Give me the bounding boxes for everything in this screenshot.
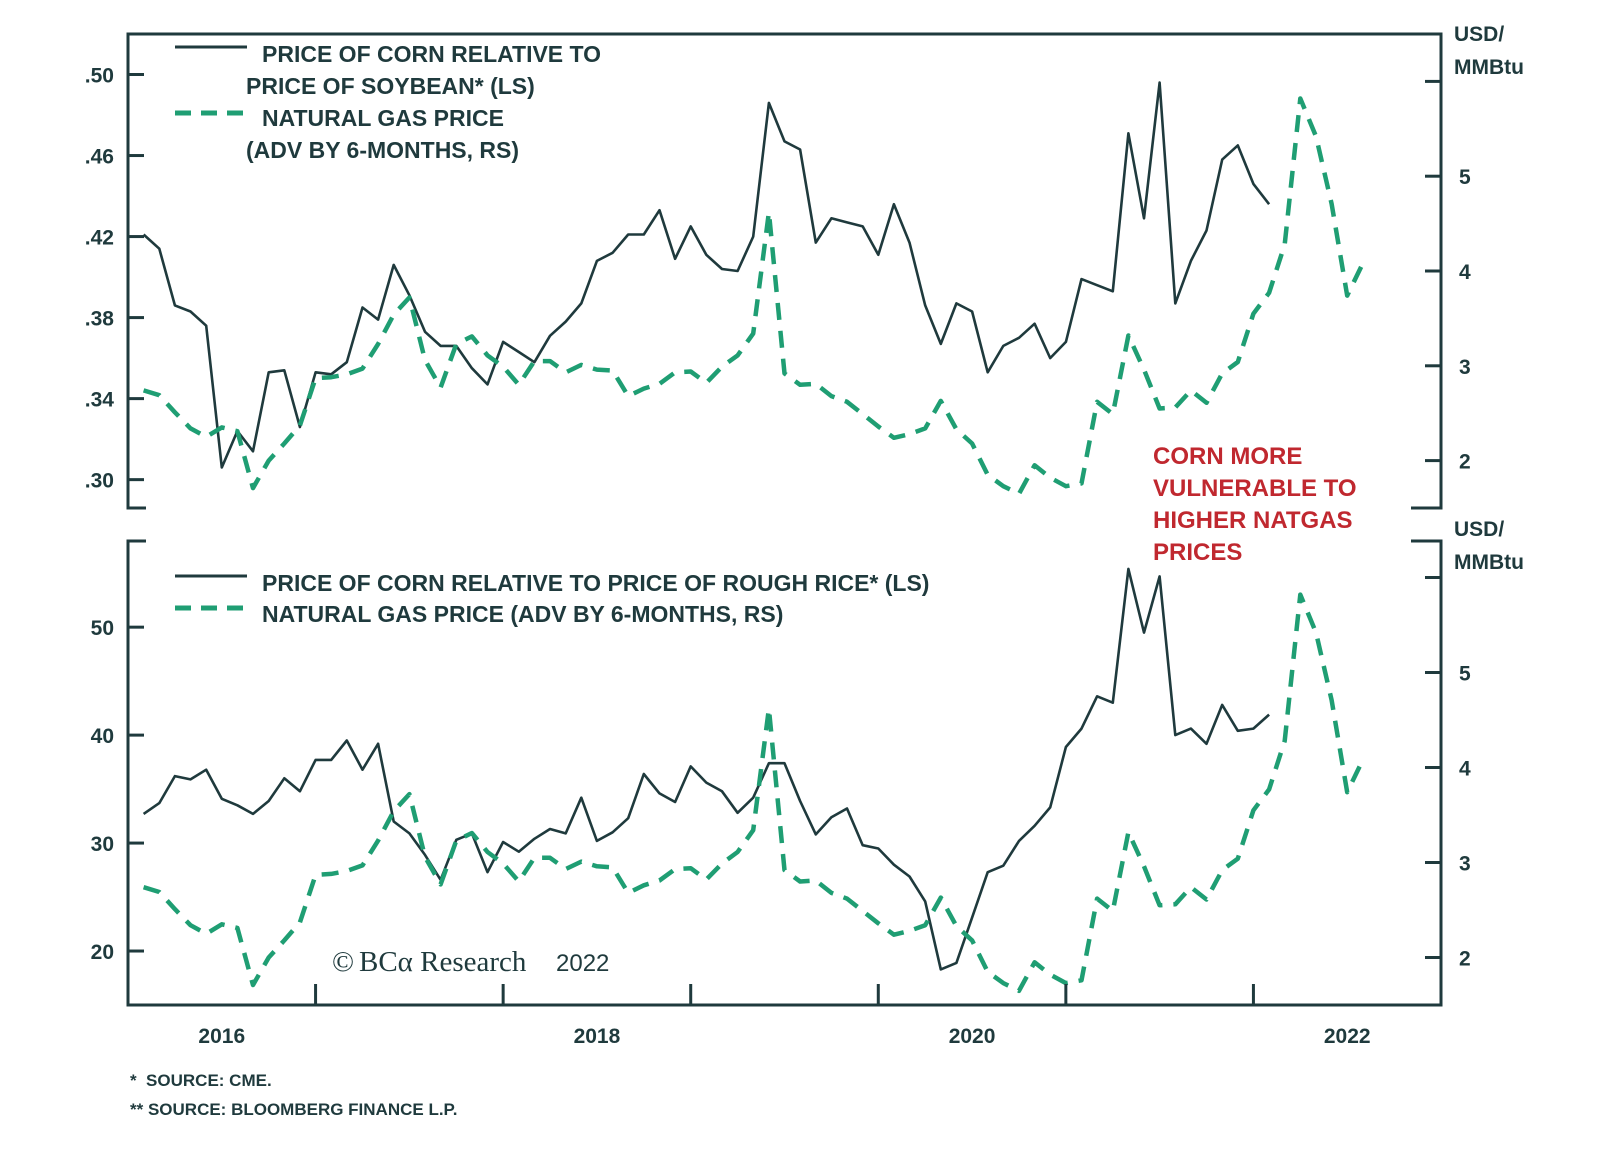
top-series-group [142, 81, 1365, 497]
top-panel-frame [126, 32, 1443, 510]
right-tick-label: 2 [1459, 948, 1471, 971]
footnote-cme: * SOURCE: CME. [130, 1071, 272, 1090]
left-tick-label: 50 [91, 617, 114, 640]
right-tick-label: 2 [1459, 451, 1471, 474]
top-panel: .50 .46 .42 .38 .34 .30 5 4 3 2 USD/ MMBtu PRICE… [85, 23, 1524, 510]
left-tick-label: .30 [85, 470, 114, 493]
left-tick-label: .38 [85, 308, 115, 331]
left-tick-label: .42 [85, 227, 114, 250]
footnotes: * SOURCE: CME. ** SOURCE: BLOOMBERG FINA… [130, 1071, 457, 1119]
legend-label-natgas-line2: (ADV BY 6-MONTHS, RS) [246, 137, 519, 163]
bottom-series-natgas-line [142, 592, 1365, 994]
x-tick-label: 2018 [574, 1025, 621, 1048]
left-tick-label: 30 [91, 833, 114, 856]
legend-label-corn-rice: PRICE OF CORN RELATIVE TO PRICE OF ROUGH… [262, 570, 929, 596]
bottom-legend: PRICE OF CORN RELATIVE TO PRICE OF ROUGH… [175, 570, 929, 627]
annotation: CORN MORE VULNERABLE TO HIGHER NATGAS PR… [1153, 443, 1357, 566]
bottom-left-axis: 50 40 30 20 [91, 617, 144, 964]
right-tick-label: 3 [1459, 356, 1471, 379]
watermark-brand: BCα Research [359, 946, 527, 978]
right-tick-label: 3 [1459, 853, 1471, 876]
left-tick-label: 20 [91, 941, 114, 964]
bottom-panel-border [126, 539, 1443, 1007]
bottom-right-axis-unit-line1: USD/ [1454, 518, 1504, 541]
bottom-panel: 50 40 30 20 5 4 3 2 USD/ MMBtu PRICE OF CORN R… [91, 518, 1524, 1007]
legend-label-natgas-line1: NATURAL GAS PRICE [262, 105, 504, 131]
right-tick-label: 5 [1459, 166, 1471, 189]
left-tick-label: .34 [85, 389, 115, 412]
legend-label-natgas-bottom: NATURAL GAS PRICE (ADV BY 6-MONTHS, RS) [262, 601, 783, 627]
top-panel-border [126, 32, 1443, 510]
left-tick-label: .50 [85, 65, 114, 88]
x-tick-label: 2022 [1324, 1025, 1371, 1048]
top-right-axis-unit-line2: MMBtu [1454, 56, 1524, 79]
left-tick-label: 40 [91, 725, 114, 748]
annotation-line-3: HIGHER NATGAS [1153, 507, 1353, 534]
bottom-right-axis-unit-line2: MMBtu [1454, 551, 1524, 574]
x-tick-label: 2020 [949, 1025, 996, 1048]
watermark: © BCα Research 2022 [332, 946, 609, 978]
watermark-year: 2022 [556, 950, 609, 977]
x-axis: 2016 2018 2020 2022 [198, 984, 1371, 1048]
annotation-line-2: VULNERABLE TO [1153, 475, 1357, 502]
right-tick-label: 4 [1459, 261, 1471, 284]
right-tick-label: 5 [1459, 663, 1471, 686]
top-left-axis: .50 .46 .42 .38 .34 .30 [85, 65, 144, 493]
top-legend: PRICE OF CORN RELATIVE TO PRICE OF SOYBE… [175, 41, 601, 163]
bottom-panel-frame [126, 539, 1443, 1007]
bottom-series-corn-line [142, 567, 1270, 971]
top-series-corn-line [142, 81, 1271, 469]
annotation-line-1: CORN MORE [1153, 443, 1302, 470]
top-right-axis: 5 4 3 2 [1425, 79, 1471, 474]
right-tick-label: 4 [1459, 758, 1471, 781]
watermark-copyright-icon: © [332, 946, 354, 978]
x-tick-label: 2016 [198, 1025, 245, 1048]
top-right-axis-unit-line1: USD/ [1454, 23, 1504, 46]
legend-label-corn-soybean-line1: PRICE OF CORN RELATIVE TO [262, 41, 601, 67]
left-tick-label: .46 [85, 146, 114, 169]
annotation-line-4: PRICES [1153, 539, 1242, 566]
bottom-series-group [142, 567, 1365, 994]
top-series-natgas-line [142, 96, 1365, 497]
legend-label-corn-soybean-line2: PRICE OF SOYBEAN* (LS) [246, 73, 535, 99]
footnote-bloomberg: ** SOURCE: BLOOMBERG FINANCE L.P. [130, 1100, 457, 1119]
bottom-right-axis: 5 4 3 2 [1425, 576, 1471, 971]
